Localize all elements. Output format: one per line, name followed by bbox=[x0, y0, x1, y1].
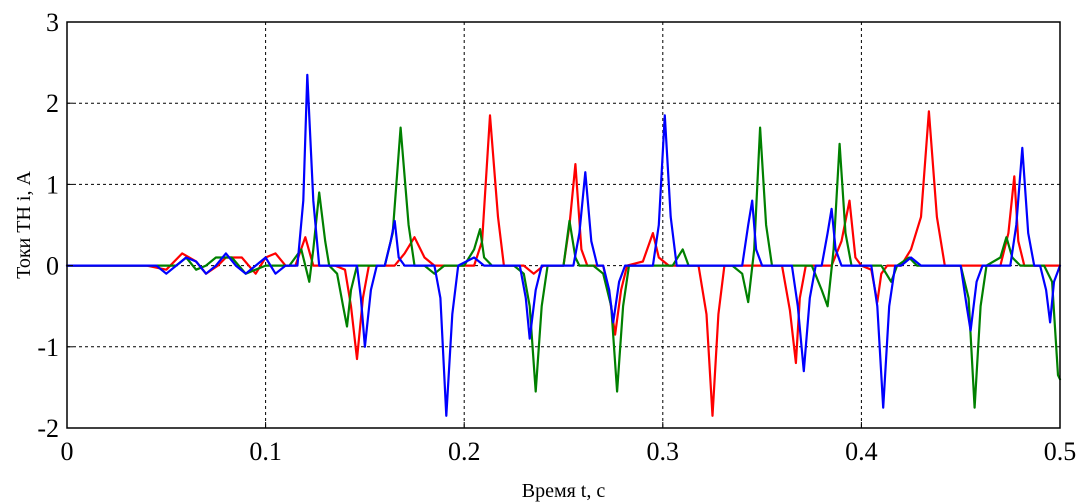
y-tick-label: -1 bbox=[37, 333, 59, 362]
plot-frame bbox=[66, 21, 1061, 429]
x-axis-label: Время t, с bbox=[522, 480, 606, 502]
y-tick-label: 1 bbox=[46, 170, 59, 199]
x-tick-label: 0.2 bbox=[448, 437, 481, 466]
series-layer bbox=[65, 73, 1062, 417]
x-tick-label: 0 bbox=[61, 437, 74, 466]
y-tick-label: 0 bbox=[46, 252, 59, 281]
y-tick-label: -2 bbox=[37, 414, 59, 443]
ticks bbox=[66, 21, 1061, 429]
x-tick-label: 0.4 bbox=[845, 437, 878, 466]
x-tick-label: 0.1 bbox=[249, 437, 282, 466]
x-tick-label: 0.3 bbox=[647, 437, 680, 466]
y-tick-label: 3 bbox=[46, 8, 59, 37]
x-tick-label: 0.5 bbox=[1044, 437, 1077, 466]
y-axis-label: Токи ТН i, А bbox=[13, 171, 35, 279]
y-tick-label: 2 bbox=[46, 89, 59, 118]
series-line-3 bbox=[65, 73, 1062, 417]
grid bbox=[67, 22, 1060, 428]
tick-labels: 0 0.1 0.2 0.3 0.4 0.5 -2 -1 0 1 2 3 bbox=[37, 8, 1076, 466]
